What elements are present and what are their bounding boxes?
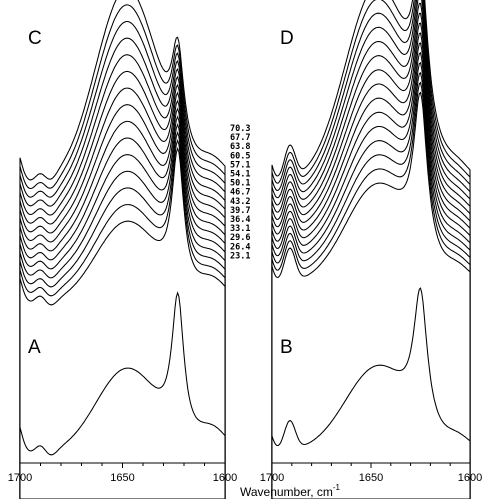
temperature-label: 23.1 bbox=[230, 251, 250, 261]
x-axis-title-text: Wavenumber, cm bbox=[240, 485, 333, 499]
temperature-label: 29.6 bbox=[230, 233, 250, 243]
panel-b bbox=[271, 287, 471, 499]
temperature-label: 43.2 bbox=[230, 197, 250, 207]
panel-label-d: D bbox=[280, 28, 294, 49]
x-axis-left-tick-label: 1650 bbox=[110, 472, 134, 484]
x-axis-title: Wavenumber, cm-1 bbox=[240, 483, 341, 499]
x-axis-right-tick-label: 1600 bbox=[458, 472, 482, 484]
temperature-label: 70.3 bbox=[230, 124, 250, 134]
temperature-label: 67.7 bbox=[230, 133, 250, 143]
temperature-label: 36.4 bbox=[230, 215, 250, 225]
temperature-label: 26.4 bbox=[230, 242, 250, 252]
temperature-label: 46.7 bbox=[230, 188, 250, 198]
panel-label-a: A bbox=[28, 337, 41, 358]
panel-b-trace bbox=[271, 287, 471, 499]
temperature-label: 54.1 bbox=[230, 170, 250, 180]
x-axis-right-tick-label: 1700 bbox=[260, 472, 284, 484]
temperature-label: 57.1 bbox=[230, 160, 250, 170]
panel-label-c: C bbox=[28, 28, 42, 49]
x-axis-right-tick-label: 1650 bbox=[359, 472, 383, 484]
temperature-label: 33.1 bbox=[230, 224, 250, 234]
x-axis-left-tick-label: 1600 bbox=[213, 472, 237, 484]
temperature-label: 50.1 bbox=[230, 179, 250, 189]
panel-a bbox=[19, 291, 226, 499]
x-axis-left-tick-label: 1700 bbox=[8, 472, 32, 484]
temperature-label: 63.8 bbox=[230, 142, 250, 152]
temperature-label: 60.5 bbox=[230, 151, 250, 161]
x-axis-title-sup: -1 bbox=[333, 483, 341, 492]
panel-label-b: B bbox=[280, 337, 293, 358]
panel-a-trace bbox=[19, 291, 226, 499]
temperature-labels: 70.367.763.860.557.154.150.146.743.239.7… bbox=[230, 124, 250, 261]
x-axes: 1700 1650 1600 1700 1650 1600 bbox=[8, 462, 482, 484]
temperature-label: 39.7 bbox=[230, 206, 250, 216]
